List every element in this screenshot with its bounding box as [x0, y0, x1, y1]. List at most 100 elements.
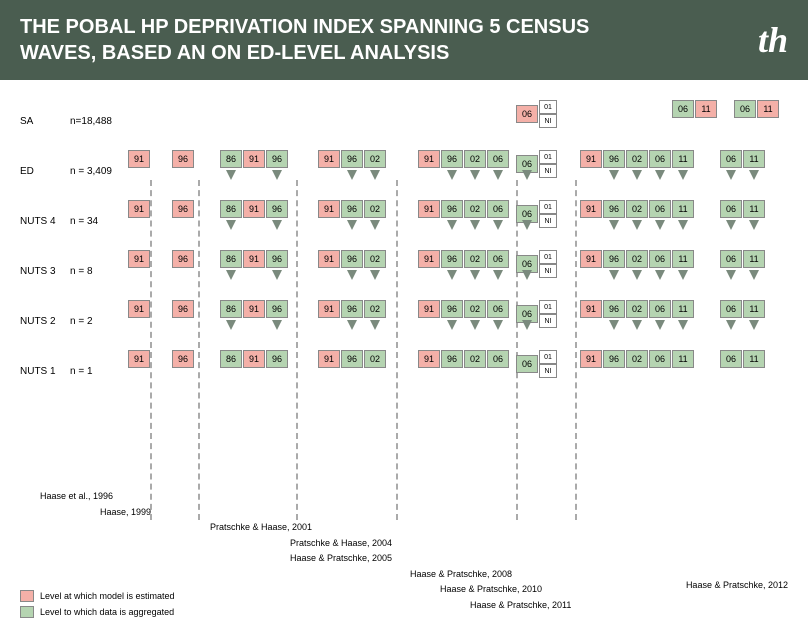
arrow-icon: [522, 220, 532, 230]
citation: Haase & Pratschke, 2011: [470, 599, 571, 613]
citation: Haase, 1999: [100, 506, 571, 520]
year-cell: 96: [441, 250, 463, 268]
row-label: NUTS 2: [20, 316, 70, 327]
arrow-icon: [522, 320, 532, 330]
arrow-icon: [370, 220, 380, 230]
year-cell: 01: [539, 200, 557, 214]
cell-group: 91: [128, 250, 151, 268]
arrow-icon: [447, 220, 457, 230]
arrow-icon: [726, 320, 736, 330]
arrow-icon: [272, 270, 282, 280]
cell-group: 869196: [220, 250, 289, 268]
year-cell: 06: [487, 300, 509, 318]
year-cell: 96: [341, 300, 363, 318]
year-cell: 11: [672, 350, 694, 368]
citation: Pratschke & Haase, 2001: [210, 521, 571, 535]
year-cell: 11: [743, 250, 765, 268]
cell-group: 919602: [318, 200, 387, 218]
year-cell: 86: [220, 150, 242, 168]
year-cell: NI: [539, 214, 557, 228]
arrow-icon: [447, 170, 457, 180]
year-cell: 06: [487, 350, 509, 368]
year-cell: 06: [672, 100, 694, 118]
sa-cells-2: 06 11 06 11: [672, 100, 780, 118]
year-cell: NI: [539, 364, 557, 378]
year-cell: 06: [720, 150, 742, 168]
arrow-icon: [522, 270, 532, 280]
year-cell: 11: [743, 350, 765, 368]
cell-group: 91960206: [418, 300, 510, 318]
year-cell: NI: [539, 164, 557, 178]
year-cell: 91: [580, 200, 602, 218]
year-cell: 11: [672, 200, 694, 218]
arrow-icon: [347, 170, 357, 180]
year-cell: 91: [418, 200, 440, 218]
cell-group: 96: [172, 250, 195, 268]
year-cell: 91: [418, 350, 440, 368]
year-cell: 96: [341, 200, 363, 218]
cell-group: 96: [172, 300, 195, 318]
cell-group: 919602: [318, 350, 387, 368]
year-cell: 02: [626, 350, 648, 368]
cell-group: 0611: [720, 250, 766, 268]
cell-group: 91960206: [418, 150, 510, 168]
year-cell: 06: [487, 250, 509, 268]
arrow-icon: [749, 170, 759, 180]
arrow-icon: [470, 320, 480, 330]
year-cell: 96: [341, 150, 363, 168]
year-cell: NI: [539, 314, 557, 328]
cell-group: 919602: [318, 300, 387, 318]
cell-group: 91960206: [418, 250, 510, 268]
arrow-icon: [347, 220, 357, 230]
year-cell: 02: [464, 350, 486, 368]
year-cell: 91: [243, 250, 265, 268]
year-cell: 91: [580, 150, 602, 168]
cell-group: 0611: [720, 150, 766, 168]
year-cell: 96: [172, 200, 194, 218]
year-cell: 02: [626, 300, 648, 318]
year-cell: 91: [318, 300, 340, 318]
year-cell: 91: [580, 300, 602, 318]
cell-group: 91: [128, 200, 151, 218]
cell-group: 9196020611: [580, 350, 695, 368]
row-n: n = 34: [70, 216, 124, 227]
arrow-icon: [347, 320, 357, 330]
citation: Haase & Pratschke, 2008: [410, 568, 571, 582]
year-cell: 91: [580, 350, 602, 368]
year-cell: 86: [220, 250, 242, 268]
year-cell: 96: [172, 350, 194, 368]
arrow-icon: [609, 270, 619, 280]
year-cell: 11: [743, 200, 765, 218]
arrow-icon: [493, 170, 503, 180]
row-label: NUTS 1: [20, 366, 70, 377]
year-cell: 11: [672, 150, 694, 168]
row-n: n = 2: [70, 316, 124, 327]
year-cell: 02: [464, 250, 486, 268]
year-cell: 96: [603, 200, 625, 218]
arrow-icon: [226, 270, 236, 280]
sa-cells-1: 06 01NI: [516, 100, 558, 128]
cell-group: 869196: [220, 150, 289, 168]
year-cell: 91: [128, 300, 150, 318]
header: THE POBAL HP DEPRIVATION INDEX SPANNING …: [0, 0, 808, 80]
year-cell: 11: [672, 300, 694, 318]
cell-group: 0611: [720, 200, 766, 218]
year-cell: 02: [464, 150, 486, 168]
year-cell: 06: [720, 200, 742, 218]
citation: Pratschke & Haase, 2004: [290, 537, 571, 551]
year-cell: 96: [341, 350, 363, 368]
cell-group: 869196: [220, 300, 289, 318]
year-cell: 91: [243, 150, 265, 168]
year-cell: 06: [720, 350, 742, 368]
year-cell: 96: [441, 300, 463, 318]
legend-label: Level at which model is estimated: [40, 591, 175, 601]
year-cell: 06: [487, 200, 509, 218]
year-cell: 86: [220, 300, 242, 318]
arrow-icon: [370, 270, 380, 280]
cell-group: 91: [128, 350, 151, 368]
row-n: n=18,488: [70, 116, 124, 127]
arrow-icon: [370, 320, 380, 330]
cell-group: 9196020611: [580, 300, 695, 318]
cell-group: 96: [172, 350, 195, 368]
year-cell: 96: [266, 200, 288, 218]
